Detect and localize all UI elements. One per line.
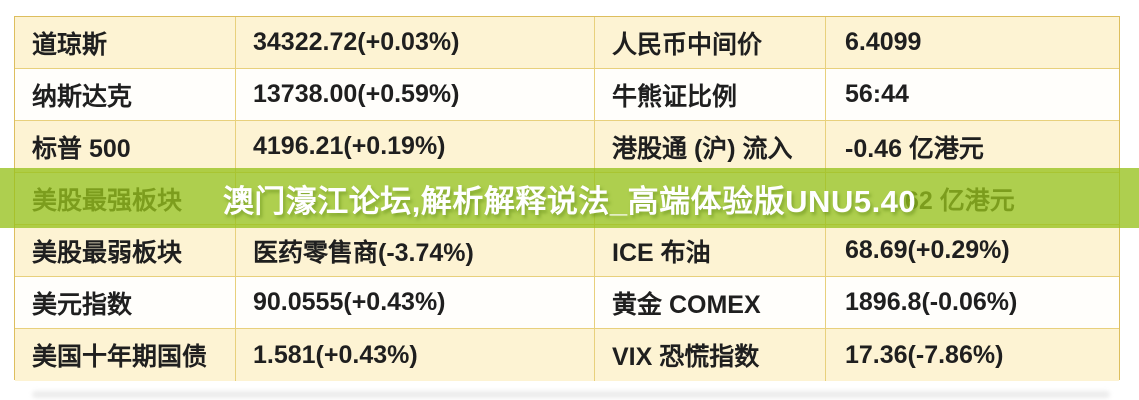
metric-value: 34322.72(+0.03%) [236,17,595,68]
metric-label: VIX 恐慌指数 [595,329,826,381]
metric-value: 医药零售商(-3.74%) [236,225,595,276]
metric-value: 56:44 [845,80,909,108]
table-row: 纳斯达克 13738.00(+0.59%) 牛熊证比例 56:44 [15,69,1119,121]
table-row: 美股最弱板块 医药零售商(-3.74%) ICE 布油 68.69(+0.29%… [15,225,1119,277]
metric-value: 1896.8(-0.06%) [845,288,1018,316]
metric-label: 黄金 COMEX [595,277,826,328]
metric-value: -0.46 亿港元 [845,134,984,163]
metric-label: 人民币中间价 [595,17,826,68]
metric-value: 4196.21(+0.19%) [236,121,595,172]
metric-label: 美元指数 [15,277,236,328]
table-row: 标普 500 4196.21(+0.19%) 港股通 (沪) 流入 -0.46 … [15,121,1119,173]
metric-label: 美股最弱板块 [15,225,236,276]
metric-label: 港股通 (沪) 流入 [595,121,826,172]
page-background-smudge [32,391,1110,398]
metric-label: ICE 布油 [595,225,826,276]
metric-value: 13738.00(+0.59%) [236,69,595,120]
metric-value: 68.69(+0.29%) [845,236,1010,264]
metric-label: 纳斯达克 [15,69,236,120]
metric-label: 美国十年期国债 [15,329,236,381]
metric-value: 1.581(+0.43%) [236,329,595,381]
metric-label: 标普 500 [15,121,236,172]
metric-value: 6.4099 [845,28,922,56]
spam-overlay-banner: 澳门濠江论坛,解析解释说法_高端体验版UNU5.40 [0,168,1139,228]
metric-label: 牛熊证比例 [595,69,826,120]
spam-banner-link[interactable]: 澳门濠江论坛,解析解释说法_高端体验版UNU5.40 [222,183,917,219]
table-row: 道琼斯 34322.72(+0.03%) 人民币中间价 6.4099 [15,17,1119,69]
metric-label: 道琼斯 [15,17,236,68]
table-row: 美元指数 90.0555(+0.43%) 黄金 COMEX 1896.8(-0.… [15,277,1119,329]
table-row: 美国十年期国债 1.581(+0.43%) VIX 恐慌指数 17.36(-7.… [15,329,1119,381]
metric-value: 17.36(-7.86%) [845,340,1004,369]
metric-value: 90.0555(+0.43%) [236,277,595,328]
